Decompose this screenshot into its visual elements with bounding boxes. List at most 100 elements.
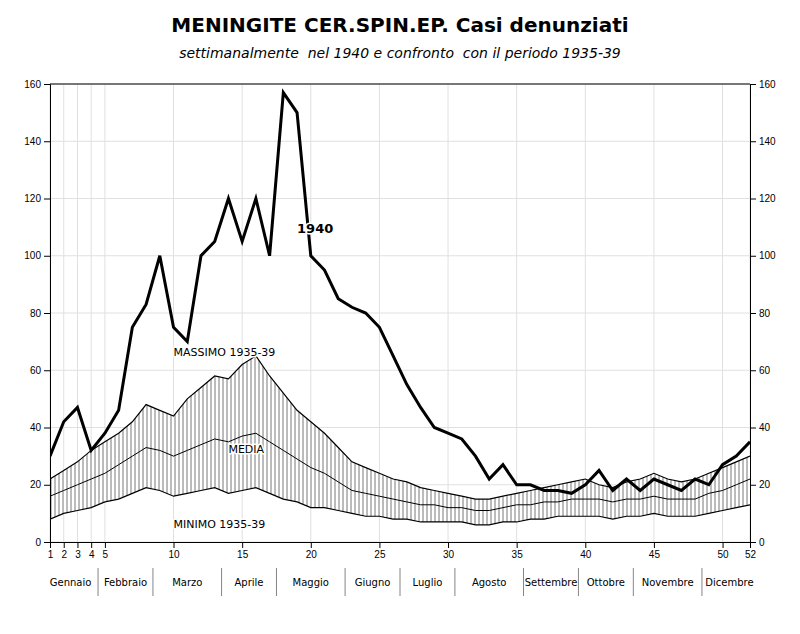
tick-mark xyxy=(750,199,756,200)
tick-mark xyxy=(105,542,106,548)
month-separator xyxy=(633,568,634,596)
month-label: Dicembre xyxy=(705,577,753,588)
tick: 0 xyxy=(750,537,765,548)
tick-label: 100 xyxy=(759,250,776,261)
grid-line-y xyxy=(50,84,750,85)
month-separator xyxy=(98,568,99,596)
tick-label: 20 xyxy=(306,549,318,560)
y2-axis: 0 20 40 60 80 100 120 140 160 xyxy=(750,79,776,548)
tick-label: 4 xyxy=(89,549,95,560)
tick-label: 30 xyxy=(443,549,455,560)
tick-label: 1 xyxy=(48,549,54,560)
tick-label: 25 xyxy=(374,549,386,560)
tick: 20 xyxy=(30,479,50,490)
tick-label: 40 xyxy=(30,422,42,433)
tick-label: 120 xyxy=(24,193,41,204)
tick-mark xyxy=(64,542,65,548)
tick-mark xyxy=(448,542,449,548)
grid-line-x xyxy=(585,84,586,542)
tick: 60 xyxy=(750,365,771,376)
tick-mark xyxy=(44,428,50,429)
tick-mark xyxy=(44,199,50,200)
annotation: MASSIMO 1935-39 xyxy=(174,346,276,359)
tick-mark xyxy=(750,428,756,429)
tick: 80 xyxy=(750,308,771,319)
tick-label: 3 xyxy=(75,549,81,560)
tick-mark xyxy=(44,542,50,543)
tick-label: 0 xyxy=(35,537,41,548)
data-group xyxy=(50,93,750,525)
annotation: MINIMO 1935-39 xyxy=(174,518,266,531)
tick: 160 xyxy=(24,79,50,90)
tick-mark xyxy=(750,141,756,142)
subtitle: settimanalmente nel 1940 e confronto con… xyxy=(179,45,621,61)
tick: 40 xyxy=(30,422,50,433)
tick-label: 80 xyxy=(30,308,42,319)
tick-mark xyxy=(654,542,655,548)
tick-mark xyxy=(750,542,756,543)
chart-container: MENINGITE CER.SPIN.EP. Casi denunziatise… xyxy=(0,0,800,634)
tick-mark xyxy=(44,485,50,486)
tick-label: 160 xyxy=(759,79,776,90)
tick-label: 52 xyxy=(745,549,757,560)
tick-label: 45 xyxy=(649,549,661,560)
month-separator xyxy=(454,568,455,596)
tick-mark xyxy=(44,141,50,142)
tick-mark xyxy=(750,313,756,314)
months: GennaioFebbraioMarzoAprileMaggioGiugnoLu… xyxy=(50,568,754,596)
tick-label: 20 xyxy=(30,479,42,490)
plot-area: 1234510152025303540455052020406080100120… xyxy=(24,79,776,596)
month-label: Luglio xyxy=(413,577,443,588)
plot-frame-top xyxy=(50,84,750,85)
tick-mark xyxy=(517,542,518,548)
tick-label: 60 xyxy=(759,365,771,376)
grid-line-y xyxy=(50,255,750,256)
month-label: Maggio xyxy=(293,577,329,588)
tick-mark xyxy=(379,542,380,548)
tick: 52 xyxy=(745,542,757,560)
tick-mark xyxy=(91,542,92,548)
tick: 35 xyxy=(512,542,524,560)
month-separator xyxy=(221,568,222,596)
tick-label: 50 xyxy=(717,549,729,560)
grid xyxy=(50,84,750,542)
tick-mark xyxy=(44,84,50,85)
month-label: Gennaio xyxy=(50,577,92,588)
grid-line-y xyxy=(50,313,750,314)
tick: 20 xyxy=(750,479,771,490)
tick-label: 80 xyxy=(759,308,771,319)
line-1935-39 xyxy=(50,488,750,525)
tick: 0 xyxy=(35,537,50,548)
tick-mark xyxy=(750,256,756,257)
tick-label: 140 xyxy=(759,136,776,147)
x-axis: 1234510152025303540455052 xyxy=(48,542,757,560)
month-separator xyxy=(152,568,153,596)
tick-label: 10 xyxy=(168,549,180,560)
tick-label: 140 xyxy=(24,136,41,147)
tick-mark xyxy=(750,485,756,486)
tick: 10 xyxy=(168,542,180,560)
axis-line xyxy=(51,543,751,549)
tick-mark xyxy=(174,542,175,548)
tick-mark xyxy=(242,542,243,548)
month-label: Ottobre xyxy=(587,577,625,588)
axis-line xyxy=(44,85,51,543)
axis-line xyxy=(751,85,757,543)
tick: 80 xyxy=(30,308,50,319)
tick: 140 xyxy=(24,136,50,147)
tick: 100 xyxy=(750,250,776,261)
tick-mark xyxy=(585,542,586,548)
tick: 40 xyxy=(750,422,771,433)
line-1935-39 xyxy=(50,356,750,499)
tick-label: 35 xyxy=(512,549,524,560)
chart-svg: MENINGITE CER.SPIN.EP. Casi denunziatise… xyxy=(0,0,800,634)
tick-mark xyxy=(44,256,50,257)
tick-label: 2 xyxy=(61,549,67,560)
tick: 40 xyxy=(580,542,592,560)
annotation: MEDIA xyxy=(228,443,264,456)
month-separator xyxy=(578,568,579,596)
tick: 2 xyxy=(61,542,67,560)
tick: 25 xyxy=(374,542,386,560)
tick-label: 120 xyxy=(759,193,776,204)
line-1935-39 xyxy=(50,433,750,510)
